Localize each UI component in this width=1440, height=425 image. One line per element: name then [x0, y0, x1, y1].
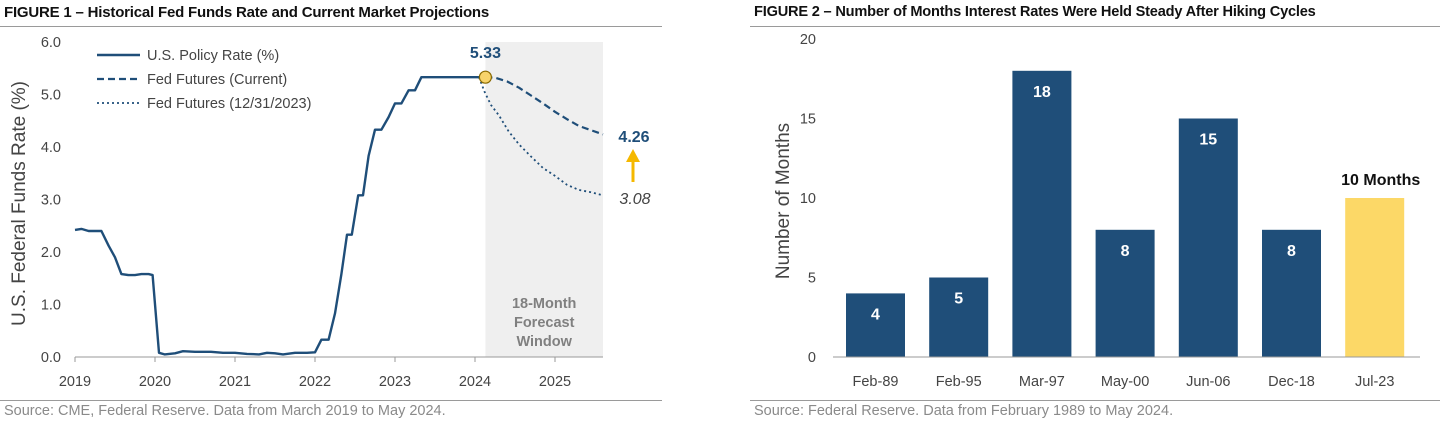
- projected-rate-annotation: 4.26: [618, 129, 649, 146]
- y-tick-label: 3.0: [41, 193, 61, 209]
- bar-data-label: 18: [1033, 84, 1051, 101]
- legend-label: Fed Futures (12/31/2023): [147, 96, 311, 112]
- bar-data-label: 10 Months: [1341, 172, 1420, 189]
- series-line-dotted: [478, 76, 604, 197]
- x-tick-label: Mar-97: [1019, 374, 1065, 390]
- bar: [929, 277, 989, 357]
- bar: [1262, 229, 1321, 357]
- current-rate-marker: [478, 70, 492, 84]
- figure-1-panel: FIGURE 1 – Historical Fed Funds Rate and…: [0, 0, 662, 425]
- y-tick-label: 5.0: [41, 88, 61, 104]
- x-tick-label: Dec-18: [1268, 374, 1315, 390]
- y-tick-label: 0.0: [41, 350, 61, 366]
- legend-label: Fed Futures (Current): [147, 72, 287, 88]
- figure-2-title: FIGURE 2 – Number of Months Interest Rat…: [754, 4, 1316, 20]
- bar-highlight: [1345, 198, 1405, 357]
- bar: [846, 293, 905, 357]
- y-tick-label: 15: [800, 112, 816, 128]
- x-tick-label: 2024: [459, 374, 491, 390]
- bar-data-label: 4: [871, 306, 880, 323]
- y-tick-label: 4.0: [41, 140, 61, 156]
- y-tick-label: 2.0: [41, 245, 61, 261]
- figure-1-title: FIGURE 1 – Historical Fed Funds Rate and…: [4, 4, 490, 21]
- x-tick-label: Jun-06: [1186, 374, 1230, 390]
- prior-projection-annotation: 3.08: [619, 191, 650, 208]
- forecast-window-label: Window: [516, 334, 572, 350]
- x-tick-label: 2023: [379, 374, 411, 390]
- bar: [1178, 118, 1238, 357]
- y-axis-label: Number of Months: [773, 123, 794, 279]
- forecast-window-label: 18-Month: [512, 296, 576, 312]
- x-tick-label: Feb-95: [936, 374, 982, 390]
- legend-label: U.S. Policy Rate (%): [147, 48, 279, 64]
- figure-2-chart: 0 5 10 15 20 Number of Months Feb-89 4 Feb-95 5 Ma…: [773, 32, 1420, 390]
- bar-data-label: 8: [1121, 243, 1130, 260]
- series-line-solid: [74, 75, 486, 356]
- x-tick-label: 2019: [59, 374, 91, 390]
- x-tick-label: Feb-89: [853, 374, 899, 390]
- figure-1-chart: 18-Month Forecast Window 0.0 1.0 2.0 3.0 4.0 5.0…: [9, 35, 651, 390]
- y-tick-label: 5: [808, 271, 816, 287]
- x-tick-label: May-00: [1101, 374, 1149, 390]
- bar: [1012, 70, 1072, 358]
- rate-change-arrow-head: [626, 149, 640, 162]
- figure-1-top-rule: [0, 26, 662, 27]
- bar-data-label: 8: [1287, 243, 1296, 260]
- x-tick-label: Jul-23: [1355, 374, 1395, 390]
- figure-2-bottom-rule: [750, 400, 1440, 401]
- x-tick-label: 2021: [219, 374, 251, 390]
- y-tick-label: 20: [800, 32, 816, 48]
- bar-data-label: 5: [954, 291, 963, 308]
- y-tick-label: 0: [808, 350, 816, 366]
- x-tick-label: 2022: [299, 374, 331, 390]
- y-tick-label: 10: [800, 191, 816, 207]
- forecast-window-label: Forecast: [514, 315, 575, 331]
- y-axis-label: U.S. Federal Funds Rate (%): [9, 81, 30, 326]
- figure-2-top-rule: [750, 26, 1440, 27]
- bar-data-label: 15: [1199, 132, 1217, 149]
- x-tick-label: 2020: [139, 374, 171, 390]
- bar: [1095, 229, 1155, 357]
- series-line-dashed: [485, 76, 604, 136]
- figure-2-source: Source: Federal Reserve. Data from Febru…: [754, 403, 1174, 419]
- current-rate-annotation: 5.33: [470, 45, 501, 62]
- forecast-window-shade: [485, 42, 603, 357]
- y-tick-label: 6.0: [41, 35, 61, 51]
- x-tick-label: 2025: [539, 374, 571, 390]
- y-tick-label: 1.0: [41, 298, 61, 314]
- figure-2-panel: FIGURE 2 – Number of Months Interest Rat…: [750, 0, 1440, 425]
- figure-1-source: Source: CME, Federal Reserve. Data from …: [4, 403, 446, 419]
- figure-1-bottom-rule: [0, 400, 662, 401]
